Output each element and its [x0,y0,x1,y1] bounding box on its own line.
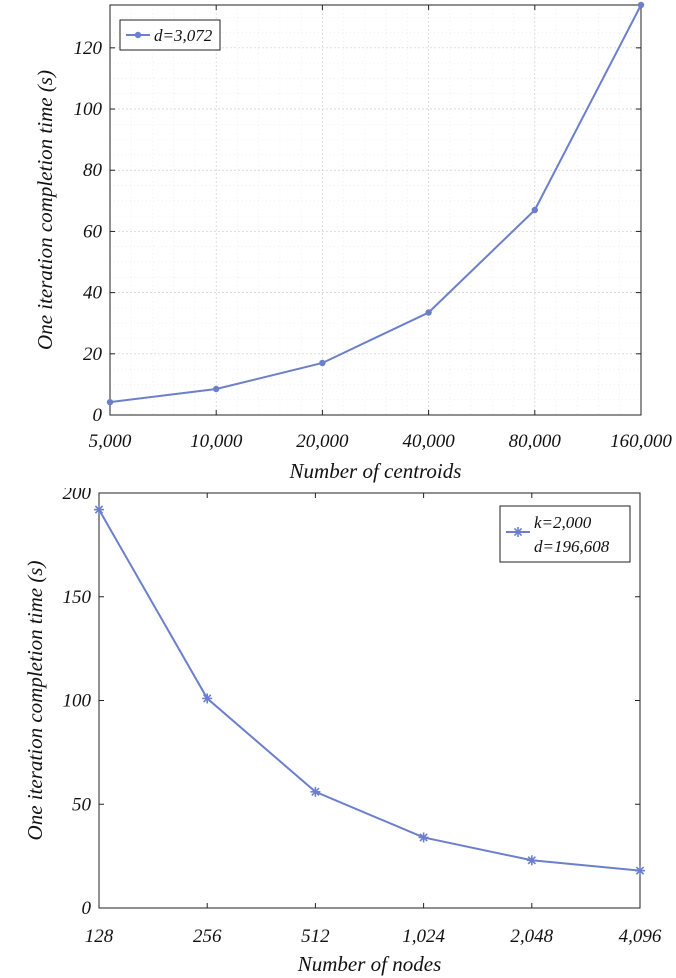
data-point [425,309,432,316]
x-tick-label: 128 [85,926,114,947]
chart-nodes: 0 50 100 150 200 128 256 512 1,024 2,048 4,096 Numb… [23,488,662,976]
y-tick-label: 40 [83,283,103,304]
star-stroke [635,866,645,875]
y-tick-label: 20 [83,344,103,365]
legend-label: d=3,072 [154,26,213,45]
data-point [202,693,213,704]
y-tick-label: 80 [83,160,103,181]
data-point [310,786,321,797]
x-tick-label: 40,000 [402,431,455,452]
series-line [98,509,641,872]
x-tick-label: 10,000 [190,431,243,452]
data-point [319,359,326,367]
star-stroke [527,856,536,865]
x-tick-label: 5,000 [89,431,132,452]
chart-centroids: 0 20 40 60 80 100 120 5,000 10,000 20,000 40,000 80… [33,1,672,483]
legend-marker [134,31,142,39]
star-stroke [311,787,320,796]
x-tick-label: 256 [193,926,222,947]
data-point [513,527,523,537]
data-point [637,1,645,9]
x-tick-label: 160,000 [610,431,672,452]
star-stroke [94,505,104,514]
x-tick-label: 4,096 [619,926,662,947]
x-axis-title: Number of centroids [289,459,462,483]
x-tick-label: 512 [301,926,330,947]
star-stroke [513,527,523,537]
y-tick-label: 150 [63,587,92,608]
legend-box [499,505,631,563]
star-stroke [419,833,428,842]
y-tick-label: 0 [82,898,92,919]
legend-label-second: d=196,608 [534,537,610,556]
data-point [94,504,104,515]
data-point [106,398,114,406]
x-tick-label: 1,024 [402,926,445,947]
x-axis-title: Number of nodes [297,952,442,976]
data-point [635,865,645,876]
y-tick-label: 0 [93,405,103,426]
y-tick-label: 100 [74,99,103,120]
y-axis-title: One iteration completion time (s) [23,561,47,841]
data-point [526,855,537,866]
series-line [109,4,642,404]
y-tick-label: 100 [63,691,92,712]
legend-label: k=2,000 [534,513,592,532]
data-point [213,385,220,393]
y-axis-title: One iteration completion time (s) [33,70,57,350]
x-tick-label: 2,048 [510,926,553,947]
star-stroke [203,694,212,703]
grid [110,5,641,416]
data-point [418,832,429,843]
y-tick-label: 50 [72,794,92,815]
plot-frame [109,4,642,416]
x-tick-label: 80,000 [509,431,562,452]
data-point [531,206,538,214]
x-tick-label: 20,000 [296,431,349,452]
y-tick-label: 200 [63,488,92,504]
y-tick-label: 60 [83,221,103,242]
y-tick-label: 120 [74,38,103,59]
